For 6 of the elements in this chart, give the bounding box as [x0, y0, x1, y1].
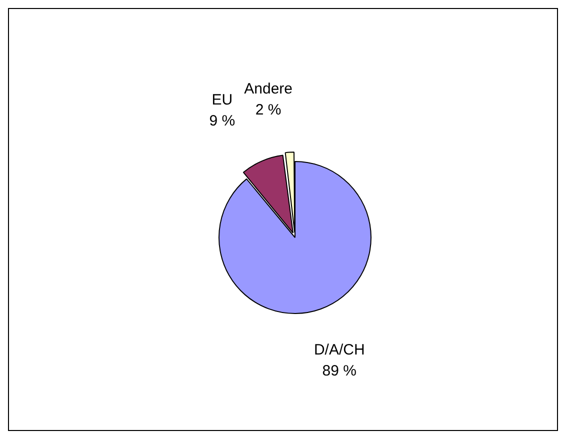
slice-label: Andere: [244, 80, 293, 98]
slice-label: D/A/CH: [314, 341, 365, 358]
data-label: 2 %: [255, 101, 282, 118]
data-label: 89 %: [322, 362, 356, 380]
slice-label: EU: [212, 91, 233, 108]
data-label: 9 %: [209, 112, 236, 130]
